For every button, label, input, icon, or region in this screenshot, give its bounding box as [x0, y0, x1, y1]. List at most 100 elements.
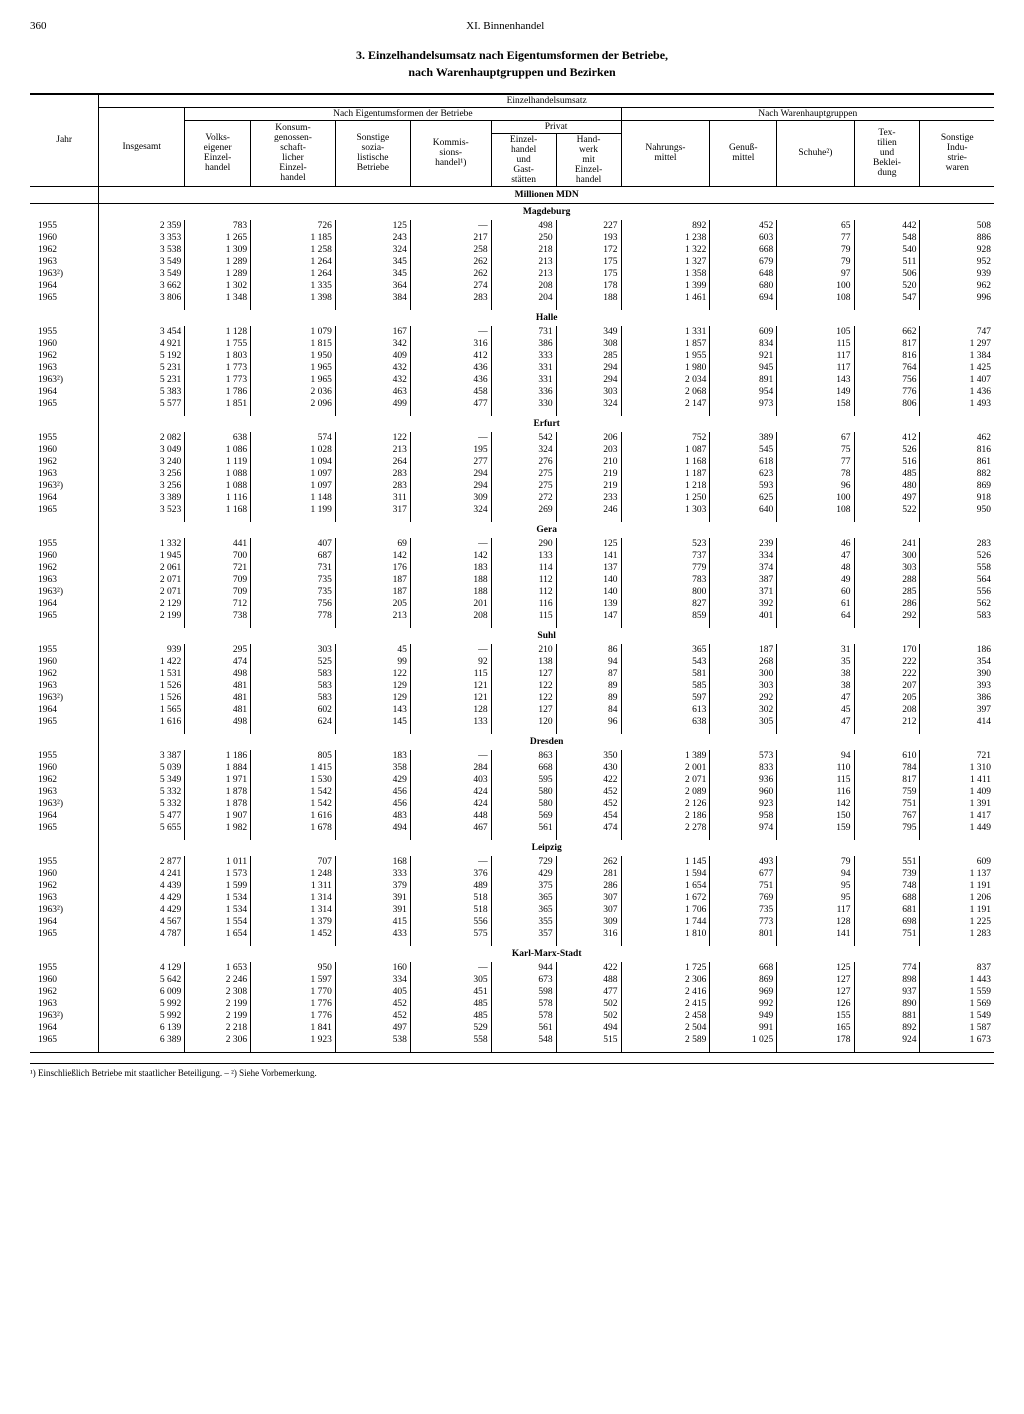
cell: 2 147: [621, 398, 710, 410]
cell: 89: [556, 680, 621, 692]
cell: 2 061: [99, 562, 185, 574]
cell: 1963: [30, 468, 99, 480]
col-eigentum: Nach Eigentumsformen der Betriebe: [185, 107, 621, 120]
cell: 583: [251, 668, 336, 680]
cell: 545: [710, 444, 777, 456]
cell: 751: [854, 928, 920, 940]
cell: 195: [410, 444, 491, 456]
cell: 276: [491, 456, 556, 468]
cell: 688: [854, 892, 920, 904]
cell: 1960: [30, 550, 99, 562]
cell: 558: [920, 562, 994, 574]
cell: 526: [854, 444, 920, 456]
cell: 1 773: [185, 362, 251, 374]
data-table: Jahr Einzelhandelsumsatz Insgesamt Nach …: [30, 93, 994, 1053]
cell: 436: [410, 362, 491, 374]
cell: 1 168: [621, 456, 710, 468]
cell: 950: [920, 504, 994, 516]
cell: 869: [920, 480, 994, 492]
cell: 1 379: [251, 916, 336, 928]
col-schuhe: Schuhe²): [777, 120, 854, 186]
cell: 1 569: [920, 998, 994, 1010]
data-row: 19605 0391 8841 4153582846684302 0018331…: [30, 762, 994, 774]
cell: 680: [710, 280, 777, 292]
cell: —: [410, 326, 491, 338]
cell: 1 907: [185, 810, 251, 822]
cell: 463: [335, 386, 410, 398]
cell: 1960: [30, 444, 99, 456]
cell: 515: [556, 1034, 621, 1046]
cell: 96: [777, 480, 854, 492]
data-row: 1963²)4 4291 5341 3143915183653071 70673…: [30, 904, 994, 916]
cell: 336: [491, 386, 556, 398]
cell: 451: [410, 986, 491, 998]
cell: 6 389: [99, 1034, 185, 1046]
cell: 1 191: [920, 880, 994, 892]
cell: 969: [710, 986, 777, 998]
cell: 5 655: [99, 822, 185, 834]
cell: 1 191: [920, 904, 994, 916]
cell: 561: [491, 1022, 556, 1034]
cell: 122: [491, 692, 556, 704]
cell: 1 314: [251, 892, 336, 904]
cell: 94: [777, 868, 854, 880]
data-row: 19601 42247452599921389454326835222354: [30, 656, 994, 668]
cell: 1 389: [621, 750, 710, 762]
cell: 1 088: [185, 468, 251, 480]
cell: 497: [854, 492, 920, 504]
cell: 96: [556, 716, 621, 728]
cell: 303: [854, 562, 920, 574]
cell: 350: [556, 750, 621, 762]
cell: 5 231: [99, 374, 185, 386]
cell: 1 283: [920, 928, 994, 940]
cell: 142: [410, 550, 491, 562]
cell: 924: [854, 1034, 920, 1046]
cell: 498: [185, 716, 251, 728]
cell: 1 526: [99, 680, 185, 692]
cell: 1955: [30, 432, 99, 444]
cell: 1962: [30, 244, 99, 256]
cell: 1 452: [251, 928, 336, 940]
cell: 1 398: [251, 292, 336, 304]
region-row: Erfurt: [30, 416, 994, 432]
cell: 1 810: [621, 928, 710, 940]
cell: 2 416: [621, 986, 710, 998]
cell: 525: [251, 656, 336, 668]
cell: 499: [335, 398, 410, 410]
cell: 5 577: [99, 398, 185, 410]
cell: 618: [710, 456, 777, 468]
cell: 1 311: [251, 880, 336, 892]
cell: 307: [556, 904, 621, 916]
data-row: 19631 5264815831291211228958530338207393: [30, 680, 994, 692]
cell: 1 218: [621, 480, 710, 492]
cell: 222: [854, 656, 920, 668]
cell: 1 878: [185, 786, 251, 798]
cell: 316: [410, 338, 491, 350]
cell: 1 971: [185, 774, 251, 786]
cell: 773: [710, 916, 777, 928]
cell: 1 786: [185, 386, 251, 398]
cell: 2 504: [621, 1022, 710, 1034]
cell: 128: [410, 704, 491, 716]
cell: 1 725: [621, 962, 710, 974]
cell: 60: [777, 586, 854, 598]
cell: 1 449: [920, 822, 994, 834]
cell: 290: [491, 538, 556, 550]
cell: 1 884: [185, 762, 251, 774]
cell: 283: [335, 480, 410, 492]
cell: 127: [491, 704, 556, 716]
cell: 115: [410, 668, 491, 680]
cell: 452: [710, 220, 777, 232]
cell: 511: [854, 256, 920, 268]
data-row: 19652 1997387782132081151478594016429258…: [30, 610, 994, 622]
cell: 84: [556, 704, 621, 716]
cell: 412: [854, 432, 920, 444]
cell: 442: [854, 220, 920, 232]
cell: 759: [854, 786, 920, 798]
cell: 677: [710, 868, 777, 880]
cell: 1955: [30, 962, 99, 974]
cell: 432: [335, 362, 410, 374]
region-name: Suhl: [99, 628, 994, 644]
cell: 1 309: [185, 244, 251, 256]
cell: 250: [491, 232, 556, 244]
